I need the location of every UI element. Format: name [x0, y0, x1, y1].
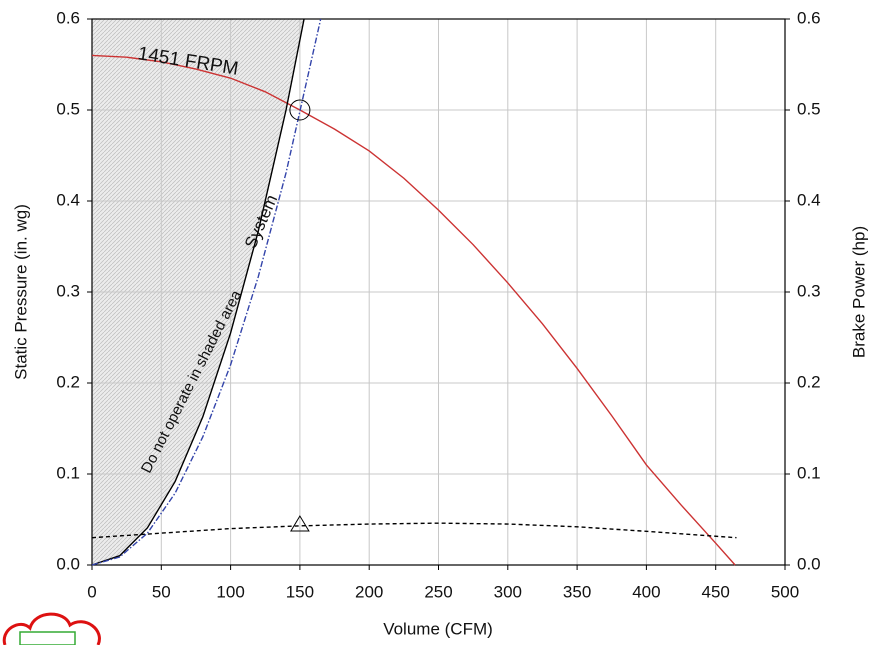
y2-tick-label: 0.5 — [797, 99, 821, 118]
y-axis-label: Static Pressure (in. wg) — [11, 204, 30, 380]
logo — [2, 612, 101, 646]
x-tick-label: 0 — [87, 582, 96, 601]
y-tick-label: 0.6 — [56, 8, 80, 27]
x-tick-label: 400 — [632, 582, 660, 601]
series-line — [91, 18, 322, 566]
y-tick-label: 0.0 — [56, 554, 80, 573]
operating-point — [289, 99, 311, 121]
series-line — [91, 522, 737, 539]
y2-tick-label: 0.3 — [797, 281, 821, 300]
y-tick-label: 0.1 — [56, 463, 80, 482]
x-tick-label: 50 — [152, 582, 171, 601]
y2-tick-label: 0.2 — [797, 372, 821, 391]
x-tick-label: 250 — [424, 582, 452, 601]
y2-tick-label: 0.1 — [797, 463, 821, 482]
y-tick-label: 0.3 — [56, 281, 80, 300]
x-tick-label: 350 — [563, 582, 591, 601]
power-point — [290, 515, 310, 532]
x-tick-label: 300 — [494, 582, 522, 601]
y2-axis-label: Brake Power (hp) — [849, 226, 868, 358]
y2-tick-label: 0.4 — [797, 190, 821, 209]
y-tick-label: 0.4 — [56, 190, 80, 209]
x-axis-label: Volume (CFM) — [383, 619, 493, 638]
series-line — [91, 18, 305, 566]
x-tick-label: 450 — [702, 582, 730, 601]
x-tick-label: 100 — [216, 582, 244, 601]
plot-frame — [91, 18, 786, 566]
y2-tick-label: 0.0 — [797, 554, 821, 573]
x-tick-label: 500 — [771, 582, 799, 601]
series-line — [91, 54, 736, 566]
x-tick-label: 200 — [355, 582, 383, 601]
x-tick-label: 150 — [286, 582, 314, 601]
y-tick-label: 0.2 — [56, 372, 80, 391]
y-tick-label: 0.5 — [56, 99, 80, 118]
y2-tick-label: 0.6 — [797, 8, 821, 27]
